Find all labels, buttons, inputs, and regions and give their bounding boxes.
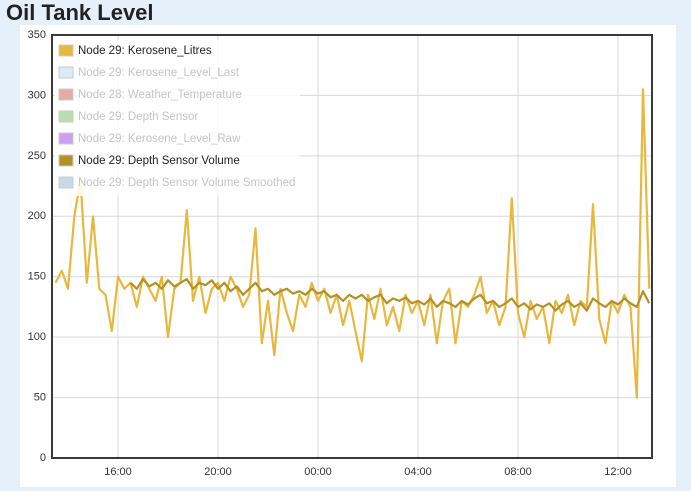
legend-swatch bbox=[58, 154, 74, 167]
legend-swatch bbox=[58, 110, 74, 123]
legend-label: Node 29: Kerosene_Level_Last bbox=[78, 67, 240, 79]
legend-label: Node 28: Weather_Temperature bbox=[78, 89, 242, 101]
y-tick-label: 250 bbox=[28, 150, 46, 162]
y-tick-label: 0 bbox=[40, 452, 46, 464]
legend-swatch bbox=[58, 66, 74, 79]
series-line bbox=[129, 278, 651, 312]
legend-label: Node 29: Depth Sensor bbox=[78, 111, 198, 123]
legend-background bbox=[55, 40, 300, 196]
y-tick-label: 350 bbox=[28, 29, 46, 41]
x-tick-label: 04:00 bbox=[404, 466, 432, 478]
x-tick-label: 20:00 bbox=[204, 466, 232, 478]
y-tick-label: 100 bbox=[28, 331, 46, 343]
legend-swatch bbox=[58, 44, 74, 57]
y-tick-label: 50 bbox=[34, 391, 46, 403]
series-line bbox=[54, 88, 651, 399]
legend-label: Node 29: Kerosene_Level_Raw bbox=[78, 133, 241, 145]
x-tick-label: 12:00 bbox=[604, 466, 632, 478]
legend-label: Node 29: Depth Sensor Volume bbox=[78, 155, 240, 167]
legend-label: Node 29: Depth Sensor Volume Smoothed bbox=[78, 177, 295, 189]
chart-title: Oil Tank Level bbox=[6, 0, 154, 25]
legend-swatch bbox=[58, 176, 74, 189]
legend-swatch bbox=[58, 88, 74, 101]
plot-frame bbox=[51, 34, 653, 459]
legend: Node 29: Kerosene_Litres Node 29: Kerosen… bbox=[55, 40, 300, 196]
y-tick-label: 200 bbox=[28, 210, 46, 222]
x-tick-label: 16:00 bbox=[104, 466, 132, 478]
series-lines bbox=[54, 88, 651, 399]
legend-label: Node 29: Kerosene_Litres bbox=[78, 45, 212, 57]
x-tick-label: 08:00 bbox=[504, 466, 532, 478]
x-tick-label: 00:00 bbox=[304, 466, 332, 478]
legend-swatch bbox=[58, 132, 74, 145]
y-tick-label: 300 bbox=[28, 89, 46, 101]
y-tick-label: 150 bbox=[28, 271, 46, 283]
